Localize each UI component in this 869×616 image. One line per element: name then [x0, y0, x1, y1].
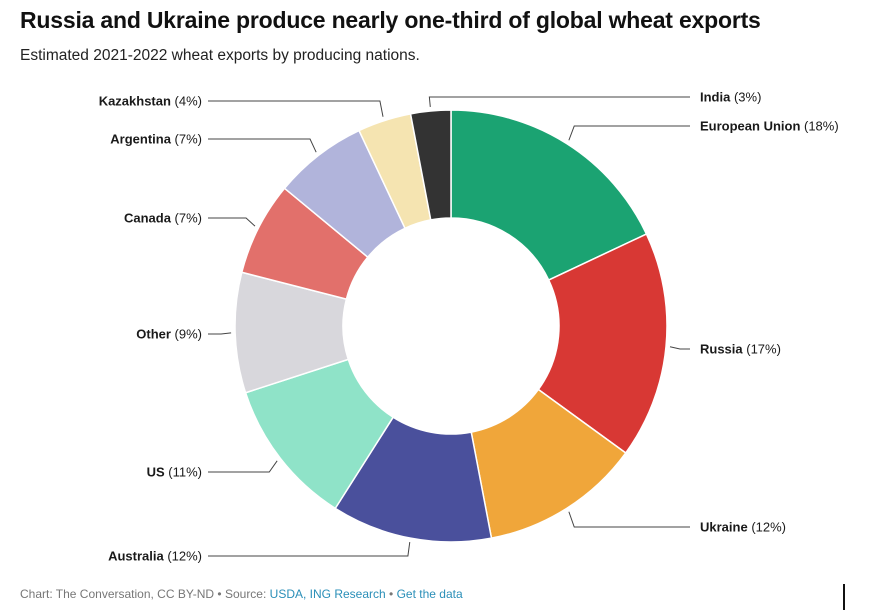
leader-line-russia — [669, 346, 690, 350]
source-link[interactable]: USDA, ING Research — [269, 587, 386, 601]
slice-label-name: Australia — [108, 549, 164, 564]
slice-label-percent: (18%) — [800, 119, 838, 134]
leader-line-european-union — [568, 125, 690, 141]
slice-russia[interactable] — [537, 233, 668, 455]
leader-line-other — [208, 332, 232, 335]
get-the-data-link[interactable]: Get the data — [396, 587, 463, 601]
slice-india[interactable] — [409, 109, 452, 221]
slice-label-european-union: European Union (18%) — [700, 119, 839, 134]
slice-label-percent: (11%) — [165, 465, 202, 480]
leader-line-ukraine — [568, 511, 690, 528]
slice-label-name: Other — [136, 327, 171, 342]
footer-separator: • Source: — [214, 587, 270, 601]
slice-label-name: Ukraine — [700, 520, 748, 535]
text-cursor-icon — [843, 584, 845, 610]
slice-label-percent: (7%) — [171, 211, 202, 226]
chart-footer: Chart: The Conversation, CC BY-ND • Sour… — [20, 587, 463, 601]
slice-label-name: Canada — [124, 211, 172, 226]
footer-separator: • — [385, 587, 397, 601]
slice-label-name: Russia — [700, 342, 743, 357]
slice-label-russia: Russia (17%) — [700, 342, 781, 357]
slice-label-kazakhstan: Kazakhstan (4%) — [99, 94, 202, 109]
slice-label-name: Kazakhstan — [99, 94, 171, 109]
footer-credit: Chart: The Conversation, CC BY-ND — [20, 587, 215, 601]
slice-label-name: US — [147, 465, 165, 480]
slice-label-percent: (7%) — [171, 132, 202, 147]
slice-label-other: Other (9%) — [136, 327, 202, 342]
slice-label-name: Argentina — [110, 132, 171, 147]
slice-label-percent: (12%) — [748, 520, 786, 535]
slice-european-union[interactable] — [450, 109, 648, 282]
leader-line-india — [428, 96, 690, 108]
slice-label-canada: Canada (7%) — [124, 211, 202, 226]
slice-label-australia: Australia (12%) — [108, 549, 202, 564]
slice-label-percent: (3%) — [730, 90, 761, 105]
slice-label-ukraine: Ukraine (12%) — [700, 520, 786, 535]
slice-label-name: India — [700, 90, 731, 105]
slice-label-percent: (4%) — [171, 94, 202, 109]
slice-label-us: US (11%) — [147, 465, 202, 480]
leader-line-kazakhstan — [208, 100, 384, 117]
chart-title: Russia and Ukraine produce nearly one-th… — [20, 7, 761, 33]
label-leader-lines — [208, 96, 690, 557]
slice-labels: European Union (18%) Russia (17%) Ukraine … — [99, 90, 839, 564]
leader-line-canada — [208, 217, 256, 227]
leader-line-argentina — [208, 138, 317, 153]
slice-label-india: India (3%) — [700, 90, 761, 105]
slice-label-percent: (17%) — [743, 342, 781, 357]
leader-line-us — [208, 460, 278, 473]
slice-label-percent: (9%) — [171, 327, 202, 342]
chart-subtitle: Estimated 2021-2022 wheat exports by pro… — [20, 47, 420, 64]
donut-slices — [234, 109, 668, 543]
slice-label-name: European Union — [700, 119, 800, 134]
leader-line-australia — [208, 542, 411, 557]
slice-label-argentina: Argentina (7%) — [110, 132, 202, 147]
slice-label-percent: (12%) — [164, 549, 202, 564]
